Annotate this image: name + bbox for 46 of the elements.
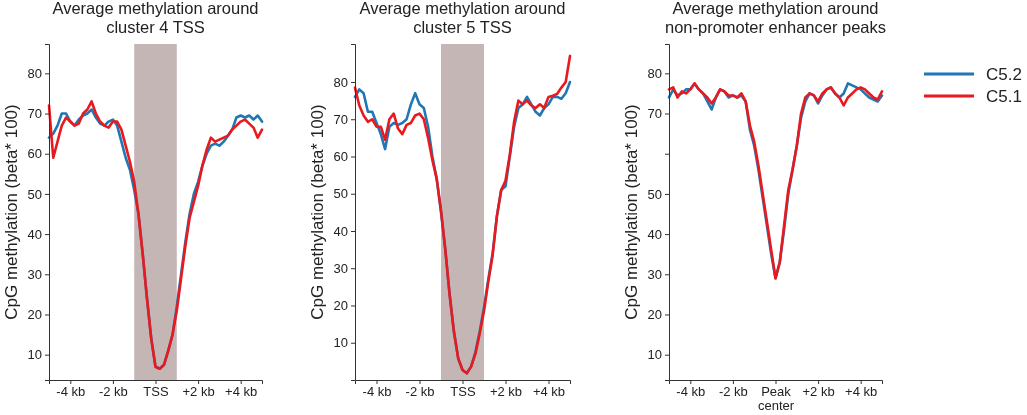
chart-title: Average methylation around cluster 5 TSS <box>359 0 566 36</box>
x-tick-label: TSS <box>450 384 476 400</box>
y-axis-title: CpG methylation (beta* 100) <box>622 104 641 320</box>
y-tick-label: 50 <box>647 186 662 202</box>
y-tick-label: 10 <box>27 347 42 363</box>
y-tick-label: 20 <box>333 298 348 314</box>
x-tick-label: +2 kb <box>182 384 215 400</box>
x-tick-label: +2 kb <box>802 384 835 400</box>
y-tick-label: 50 <box>27 186 42 202</box>
y-tick-label: 20 <box>647 307 662 323</box>
y-axis-title: CpG methylation (beta* 100) <box>2 104 21 320</box>
x-tick-label: -2 kb <box>405 384 435 400</box>
legend-label: C5.1 <box>986 87 1022 106</box>
y-tick-label: 60 <box>333 149 348 165</box>
y-tick-label: 40 <box>27 226 42 242</box>
y-tick-label: 30 <box>333 260 348 276</box>
y-tick-label: 40 <box>647 226 662 242</box>
x-tick-label: -2 kb <box>718 384 748 400</box>
y-tick-label: 10 <box>647 347 662 363</box>
x-tick-label: +2 kb <box>489 384 523 400</box>
chart-title: Average methylation around cluster 4 TSS <box>52 0 259 36</box>
y-tick-label: 80 <box>333 74 348 90</box>
y-axis-title: CpG methylation (beta* 100) <box>308 104 327 320</box>
y-tick-label: 80 <box>27 66 42 81</box>
y-tick-label: 10 <box>333 335 348 351</box>
x-tick-label: +4 kb <box>532 384 566 400</box>
y-tick-label: 20 <box>27 307 42 323</box>
x-tick-label: -4 kb <box>56 384 86 400</box>
y-tick-label: 50 <box>333 186 348 202</box>
y-tick-label: 30 <box>647 266 662 282</box>
chart-title: Average methylation around non-promoter enhancer peaks <box>664 0 887 36</box>
x-tick-label: -4 kb <box>362 384 392 400</box>
y-tick-label: 60 <box>27 146 42 162</box>
x-tick-label: -4 kb <box>676 384 706 400</box>
y-tick-label: 30 <box>27 266 42 282</box>
y-tick-label: 70 <box>27 106 42 122</box>
x-tick-label: Peak center <box>757 384 795 413</box>
x-tick-label: +4 kb <box>225 384 258 400</box>
y-tick-label: 70 <box>647 106 662 122</box>
x-tick-label: -2 kb <box>98 384 128 400</box>
y-tick-label: 70 <box>333 111 348 127</box>
x-tick-label: TSS <box>143 384 169 400</box>
y-tick-label: 40 <box>333 223 348 239</box>
y-tick-label: 80 <box>647 66 662 81</box>
legend-label: C5.2 <box>986 65 1022 84</box>
x-tick-label: +4 kb <box>845 384 878 400</box>
